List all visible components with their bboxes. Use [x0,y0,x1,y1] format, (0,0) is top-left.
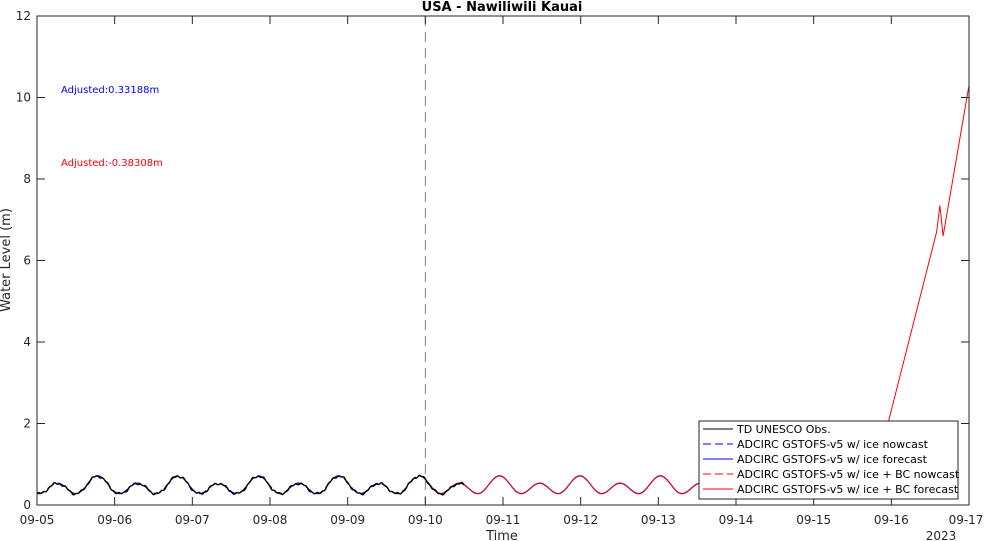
x-tick-label: 09-12 [563,513,598,527]
year-label: 2023 [926,529,957,541]
x-tick-label: 09-17 [949,513,984,527]
x-axis: 09-05 09-06 09-07 09-08 09-09 09-10 09-11 09-12… [20,16,984,527]
y-tick-label: 0 [23,498,31,512]
y-tick-label: 6 [23,254,31,268]
y-axis: 0 2 4 6 8 10 12 [16,9,969,512]
y-tick-label: 2 [23,417,31,431]
y-tick-label: 12 [16,9,31,23]
legend: TD UNESCO Obs. ADCIRC GSTOFS-v5 w/ ice n… [698,420,960,500]
x-tick-label: 09-15 [796,513,831,527]
x-tick-label: 09-16 [874,513,909,527]
x-tick-label: 09-13 [641,513,676,527]
x-tick-label: 09-05 [20,513,55,527]
legend-entry-ice-bc-nowcast: ADCIRC GSTOFS-v5 w/ ice + BC nowcast [737,468,960,481]
chart-title: USA - Nawiliwili Kauai [422,0,583,15]
y-tick-label: 8 [23,172,31,186]
x-tick-label: 09-14 [719,513,754,527]
legend-entry-ice-nowcast: ADCIRC GSTOFS-v5 w/ ice nowcast [737,438,929,451]
legend-entry-obs: TD UNESCO Obs. [736,423,831,436]
annotation-adjusted-blue: Adjusted:0.33188m [61,85,159,96]
x-tick-label: 09-06 [97,513,132,527]
y-tick-label: 10 [16,91,31,105]
legend-entry-ice-forecast: ADCIRC GSTOFS-v5 w/ ice forecast [737,453,928,466]
x-axis-label: Time [485,529,518,541]
series-line-obs [36,474,465,496]
x-tick-label: 09-11 [486,513,521,527]
annotation-adjusted-red: Adjusted:-0.38308m [61,158,163,169]
legend-box [698,420,959,500]
y-axis-label: Water Level (m) [0,208,14,312]
y-tick-label: 4 [23,335,31,349]
x-tick-label: 09-10 [408,513,443,527]
legend-entry-ice-bc-forecast: ADCIRC GSTOFS-v5 w/ ice + BC forecast [737,483,959,496]
x-tick-label: 09-07 [175,513,210,527]
x-tick-label: 09-08 [253,513,288,527]
x-tick-label: 09-09 [330,513,365,527]
